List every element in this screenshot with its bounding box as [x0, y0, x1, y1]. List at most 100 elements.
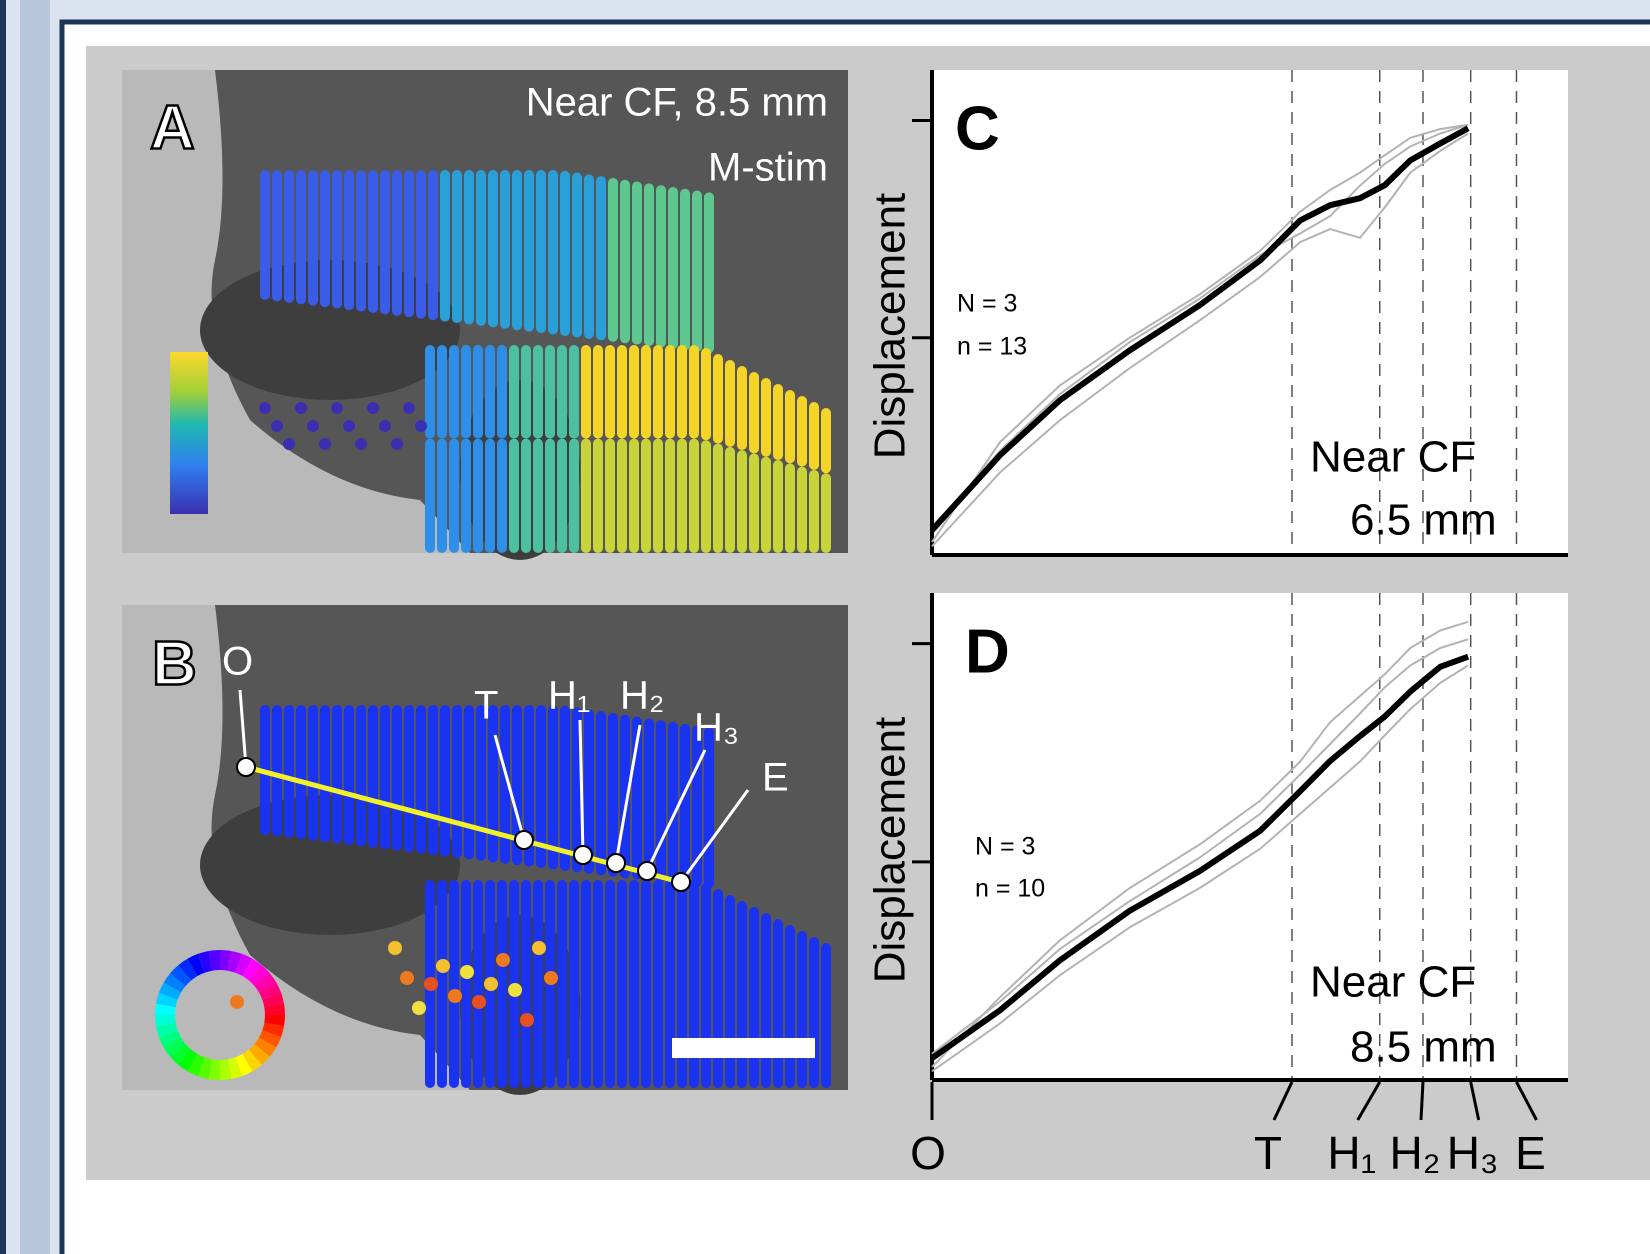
dot-column [809, 402, 819, 470]
image-title: Near CF, 8.5 mm [526, 81, 828, 125]
dot-column [656, 720, 666, 883]
wheel-segment [259, 982, 282, 1000]
landmark [236, 757, 256, 777]
x-tick [1272, 1081, 1294, 1121]
wheel-segment [227, 1057, 243, 1079]
dot-column [464, 705, 474, 860]
dot-column [653, 438, 663, 553]
dot [271, 420, 283, 432]
dot-column [773, 460, 783, 553]
dot [412, 1001, 426, 1015]
dot-column [584, 709, 594, 874]
dot-column [725, 895, 735, 1088]
dot-column [689, 438, 699, 553]
point-label: H₂ [620, 674, 664, 718]
dot [403, 402, 415, 414]
dot-column [533, 880, 543, 1088]
dot-column [617, 438, 627, 553]
dot-column [668, 721, 678, 884]
dot-column [497, 438, 507, 553]
dot-column [689, 345, 699, 439]
dot-column [737, 366, 747, 451]
leader [614, 724, 642, 864]
dot-column [821, 943, 831, 1088]
line-series [929, 125, 1470, 533]
dot-column [428, 170, 438, 321]
wheel-segment [187, 1054, 205, 1077]
dot-column [641, 438, 651, 553]
leader [493, 734, 526, 841]
dot-column [713, 889, 723, 1088]
dot-column [596, 711, 606, 876]
dot [532, 941, 546, 955]
dot-column [644, 183, 654, 347]
dot-column [761, 913, 771, 1088]
x-tick [1419, 1081, 1425, 1121]
dot-column [809, 469, 819, 553]
wheel-segment [197, 951, 213, 973]
dot-column [548, 170, 558, 335]
dot-column [416, 170, 426, 319]
dot [295, 402, 307, 414]
dot-column [557, 880, 567, 1088]
dot-column [320, 170, 330, 308]
dot-column [344, 705, 354, 846]
dot-column [392, 705, 402, 851]
landmark [573, 845, 593, 865]
dot-column [533, 438, 543, 553]
dot-column [296, 170, 306, 305]
dot-column [284, 705, 294, 838]
dot-column [821, 408, 831, 474]
wheel-segment [187, 953, 205, 976]
annotation: N = 3 [957, 290, 1017, 318]
dot-column [485, 438, 495, 553]
wheel-segment [227, 951, 243, 973]
dot-column [713, 354, 723, 444]
wheel-segment [170, 1043, 192, 1065]
dot [400, 971, 414, 985]
dot-column [620, 179, 630, 344]
dot-column [497, 345, 507, 439]
panel-label: D [965, 617, 1010, 686]
image-subtitle: M-stim [708, 146, 828, 190]
line-series [931, 132, 1469, 547]
line-series [930, 653, 1470, 1061]
dot-column [641, 345, 651, 439]
dot-column [473, 345, 483, 439]
point-label: T [474, 684, 498, 728]
dot-column [668, 186, 678, 349]
tissue [122, 70, 470, 553]
dot-column [521, 438, 531, 553]
dot-column [644, 718, 654, 882]
dot-column [449, 438, 459, 553]
note: Near CF [1310, 433, 1476, 482]
wheel-segment [155, 1015, 176, 1027]
dot-column [737, 450, 747, 553]
x-tick-label: H₂ [1389, 1127, 1440, 1179]
dot-column [521, 345, 531, 439]
dot-column [593, 438, 603, 553]
dot-column [536, 170, 546, 334]
dot-column [680, 723, 690, 886]
line-series [931, 638, 1469, 1055]
dot-column [797, 931, 807, 1088]
dot-column [272, 170, 282, 302]
point-label: H₁ [548, 674, 590, 718]
dot-column [500, 170, 510, 329]
dot-column [692, 725, 702, 887]
dot-column [677, 345, 687, 439]
wheel-segment [163, 973, 186, 993]
dot-column [320, 705, 330, 843]
motion-map [259, 170, 831, 553]
dot-column [821, 473, 831, 553]
x-tick [1356, 1081, 1382, 1121]
dot-column [701, 883, 711, 1088]
dot-column [809, 937, 819, 1088]
dot-column [665, 438, 675, 553]
dot [436, 959, 450, 973]
x-tick-label: H₁ [1327, 1127, 1376, 1179]
wheel-segment [208, 950, 220, 971]
dot-column [536, 705, 546, 869]
dot-column [653, 345, 663, 439]
